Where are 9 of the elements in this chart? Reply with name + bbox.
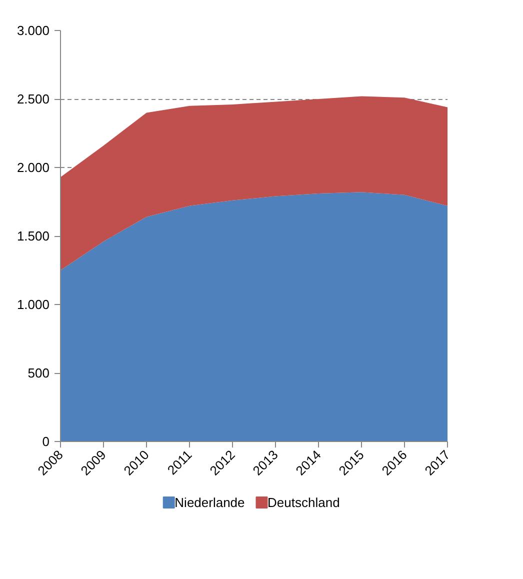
legend-label: Deutschland — [268, 495, 340, 510]
y-tick-label: 500 — [28, 366, 50, 380]
y-tick-label: 0 — [42, 434, 50, 449]
y-tick-label: 3.000 — [16, 23, 50, 38]
y-tick-label: 1.500 — [16, 228, 50, 244]
legend-label: Niederlande — [174, 495, 245, 510]
y-tick-label: 1.000 — [16, 297, 50, 312]
y-tick-label: 2.500 — [16, 92, 50, 106]
y-tick-label: 2.000 — [16, 160, 50, 175]
